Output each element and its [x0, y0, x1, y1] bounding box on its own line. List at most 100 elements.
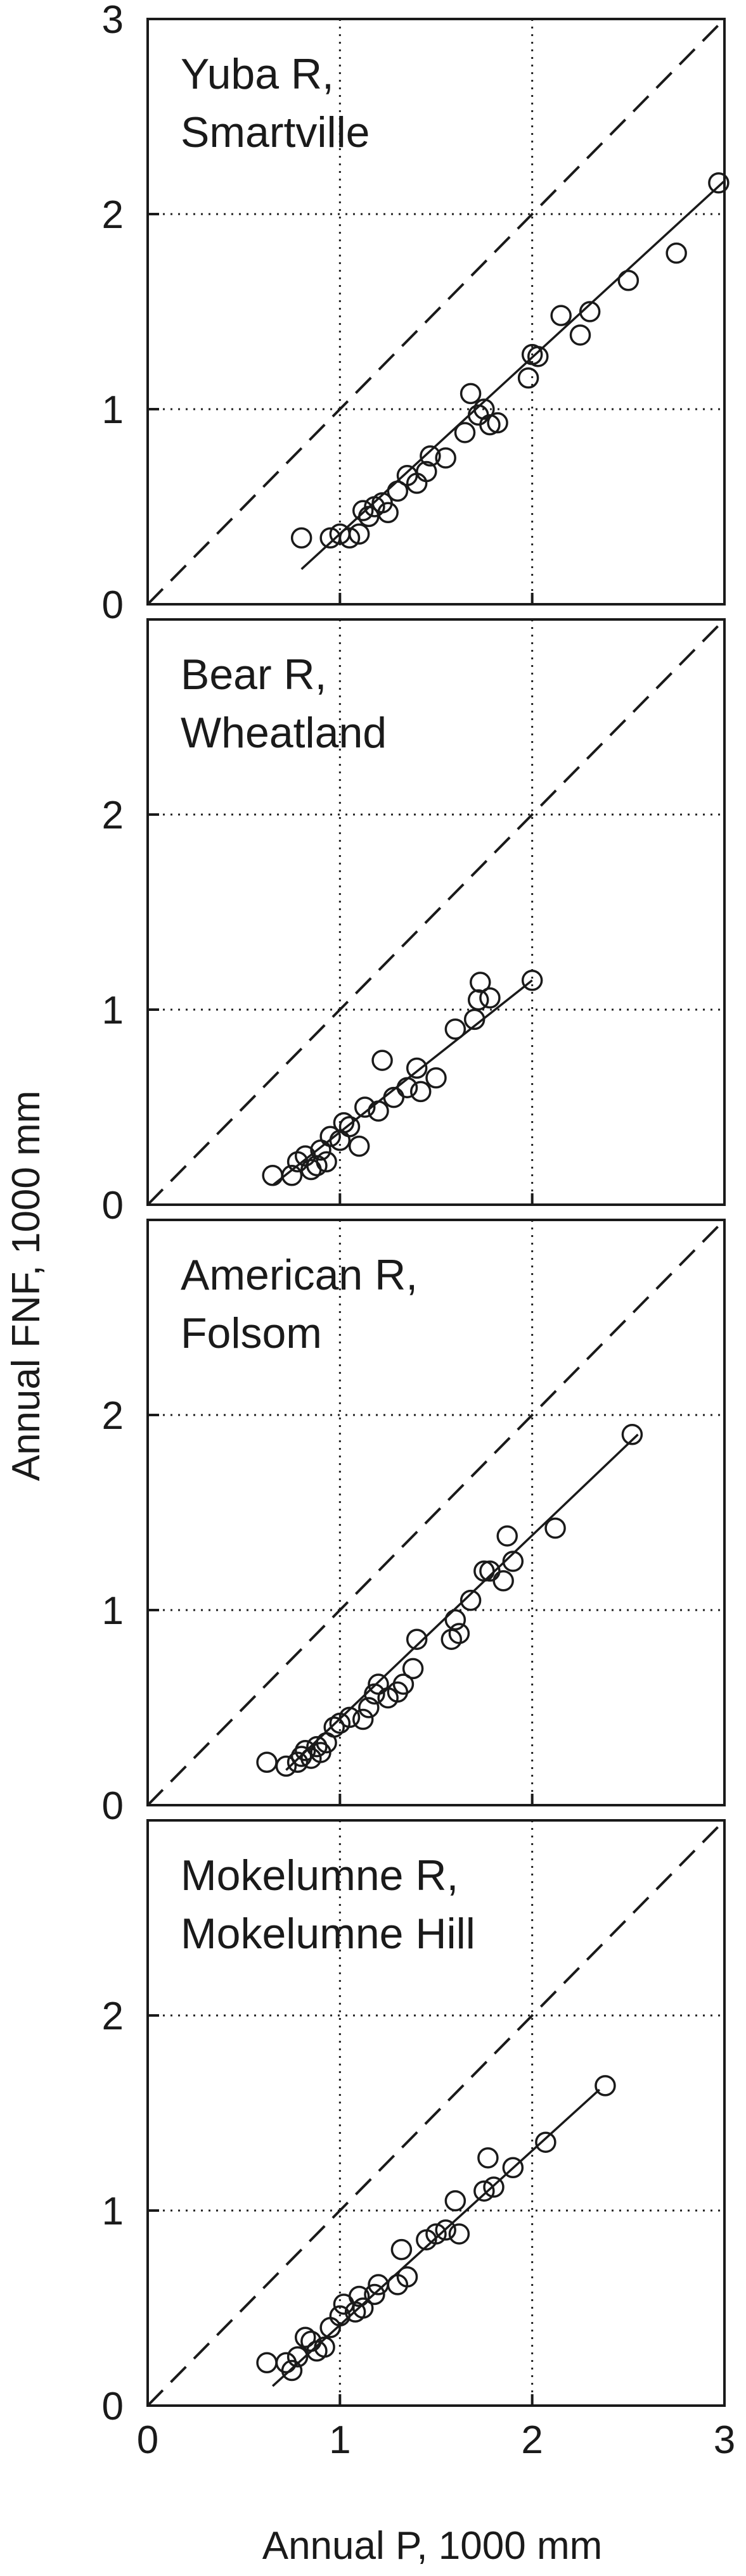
plot-frame: [146, 1219, 726, 1806]
data-point: [392, 1673, 415, 1695]
x-axis-title: Annual P, 1000 mm: [262, 2524, 603, 2568]
data-point: [368, 1100, 389, 1122]
data-point: [358, 1697, 380, 1718]
data-point: [420, 445, 441, 467]
data-point: [396, 1077, 418, 1098]
data-point: [290, 527, 312, 549]
data-point: [354, 1096, 376, 1118]
data-point: [473, 2180, 495, 2202]
data-point: [477, 2147, 499, 2169]
plot-frame: [146, 1819, 726, 2407]
data-point: [256, 2352, 278, 2373]
panel-title-line: Yuba R,: [181, 50, 334, 98]
y-tick-label: 2: [102, 1995, 124, 2038]
y-tick-label: 0: [102, 1184, 124, 1228]
data-point: [521, 970, 543, 991]
data-point: [425, 2223, 447, 2245]
panel-title-line: Mokelumne Hill: [181, 1910, 475, 1958]
data-point: [502, 1551, 524, 1572]
data-point: [409, 1081, 432, 1103]
data-point: [281, 1165, 303, 1186]
data-point: [470, 972, 491, 993]
data-point: [483, 2176, 505, 2198]
data-point: [294, 2326, 316, 2348]
data-point: [348, 1135, 370, 1157]
data-point: [448, 2223, 470, 2245]
panel-title-line: Mokelumne R,: [181, 1851, 458, 1900]
data-point: [338, 1706, 361, 1729]
one-to-one-line: [146, 18, 726, 606]
data-point: [496, 1525, 518, 1547]
data-point: [348, 523, 370, 545]
data-point: [435, 447, 456, 469]
x-tick-label: 2: [521, 2418, 543, 2462]
data-point: [435, 2219, 456, 2241]
panel-title-line: Smartville: [181, 108, 370, 156]
data-point: [595, 2075, 616, 2097]
data-point: [306, 1735, 328, 1758]
y-tick-label: 1: [102, 1589, 124, 1633]
data-point: [454, 422, 476, 443]
data-point: [338, 1116, 361, 1138]
data-point: [319, 1126, 341, 1147]
data-point: [352, 500, 374, 521]
data-point: [329, 2305, 351, 2327]
data-point: [314, 2336, 335, 2358]
data-point: [617, 269, 640, 291]
data-point: [387, 480, 409, 502]
plot-frame: [146, 618, 726, 1206]
x-tick-label: 0: [137, 2418, 158, 2462]
panel-4: 0 1 2 0 1 2 3 Mokelumne R, Mokelumne Hill: [102, 1819, 735, 2462]
data-point: [416, 460, 437, 483]
data-point: [535, 2131, 556, 2153]
data-point: [364, 2283, 385, 2306]
y-axis-title: Annual FNF, 1000 mm: [4, 1091, 48, 1482]
one-to-one-line: [146, 1819, 726, 2407]
data-point: [544, 1517, 566, 1539]
panel-title-line: Wheatland: [181, 709, 387, 757]
data-point: [352, 1708, 374, 1730]
panel-1: 0 1 2 3 Yuba R, Smartville: [102, 0, 730, 627]
panel-title-line: Folsom: [181, 1309, 322, 1357]
data-point: [406, 1628, 428, 1650]
data-point: [275, 1755, 297, 1777]
data-point: [333, 1112, 355, 1134]
data-point: [579, 301, 601, 322]
data-point: [621, 1424, 643, 1445]
data-point: [338, 527, 361, 549]
y-tick-label: 1: [102, 388, 124, 432]
data-point: [502, 2157, 524, 2178]
data-point: [460, 383, 482, 405]
panel-title-line: Bear R,: [181, 650, 327, 699]
data-point: [487, 412, 508, 434]
data-point: [396, 2266, 418, 2288]
data-point: [281, 2359, 303, 2382]
fit-line: [272, 979, 533, 1186]
data-point: [444, 1018, 466, 1040]
panels-group: 0 1 2 3 Yuba R, Smartville 0 1 2 Bear R, Wheatland…: [102, 0, 736, 2462]
data-point: [390, 2238, 413, 2261]
data-point: [448, 1623, 470, 1644]
data-point: [569, 324, 591, 346]
y-tick-label: 3: [102, 0, 124, 42]
panel-2: 0 1 2 Bear R, Wheatland: [102, 618, 726, 1228]
data-point: [527, 346, 549, 367]
y-tick-label: 0: [102, 2385, 124, 2428]
data-point: [371, 1050, 393, 1071]
data-point: [286, 1751, 309, 1773]
data-point: [377, 502, 399, 523]
data-point: [517, 367, 539, 389]
data-point: [402, 1658, 424, 1680]
y-tick-label: 1: [102, 2190, 124, 2233]
data-point: [463, 1008, 486, 1031]
data-point: [256, 1751, 278, 1773]
data-point: [479, 414, 501, 436]
y-tick-label: 1: [102, 989, 124, 1032]
data-point: [444, 1609, 466, 1631]
data-point: [550, 305, 572, 326]
y-tick-label: 0: [102, 583, 124, 627]
data-point: [348, 2285, 370, 2307]
data-point: [406, 1057, 428, 1079]
data-point: [323, 1716, 345, 1738]
